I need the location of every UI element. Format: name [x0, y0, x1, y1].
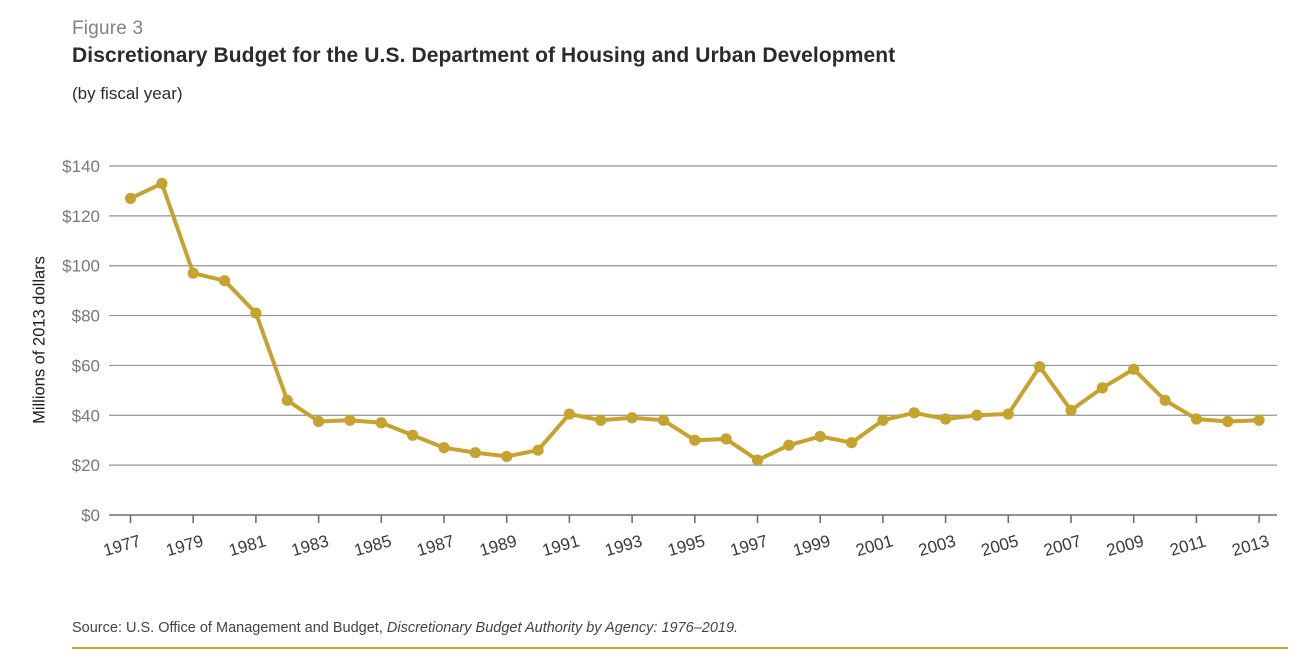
- data-point-2006: [1034, 361, 1046, 373]
- y-tick-label-20: $20: [72, 456, 100, 475]
- data-point-2008: [1096, 382, 1108, 394]
- data-point-1994: [657, 414, 670, 426]
- y-tick-label-120: $120: [62, 207, 100, 226]
- data-point-1981: [250, 307, 262, 319]
- data-point-2013: [1253, 414, 1265, 426]
- data-point-1993: [626, 412, 638, 424]
- data-point-2003: [940, 413, 952, 425]
- data-point-1999: [814, 430, 826, 443]
- data-point-1996: [720, 433, 732, 445]
- x-tick-label-2001: 2001: [854, 531, 896, 560]
- data-point-2005: [1002, 408, 1014, 420]
- data-point-1985: [375, 417, 387, 429]
- data-point-1980: [218, 275, 231, 287]
- data-point-2001: [877, 414, 889, 426]
- data-point-1997: [751, 454, 764, 466]
- data-point-1987: [438, 442, 450, 454]
- bottom-gold-rule: [72, 647, 1288, 649]
- data-point-1982: [281, 394, 293, 406]
- x-tick-label-1983: 1983: [289, 531, 331, 560]
- y-axis-title: Millions of 2013 dollars: [30, 256, 49, 424]
- x-tick-label-2007: 2007: [1042, 531, 1084, 560]
- y-tick-label-40: $40: [72, 406, 100, 425]
- data-point-1983: [313, 415, 325, 428]
- x-tick-label-1979: 1979: [164, 531, 206, 560]
- x-tick-label-1997: 1997: [728, 531, 770, 560]
- x-tick-label-2003: 2003: [916, 531, 958, 560]
- data-point-2004: [971, 409, 983, 421]
- y-tick-label-80: $80: [72, 307, 100, 326]
- data-point-1995: [689, 434, 701, 446]
- x-tick-label-1985: 1985: [352, 531, 394, 560]
- data-point-2011: [1190, 413, 1202, 425]
- data-point-2007: [1065, 404, 1077, 416]
- data-point-1986: [407, 429, 419, 441]
- x-tick-label-1999: 1999: [791, 531, 833, 560]
- data-point-1979: [187, 267, 199, 279]
- figure-subtitle: (by fiscal year): [72, 84, 183, 103]
- data-point-1998: [783, 439, 795, 451]
- y-tick-label-0: $0: [81, 506, 100, 525]
- source-note-prefix: Source: U.S. Office of Management and Bu…: [72, 620, 387, 636]
- y-tick-label-100: $100: [62, 257, 100, 276]
- x-tick-label-1991: 1991: [540, 531, 582, 560]
- figure-number-label: Figure 3: [72, 18, 144, 39]
- data-line: [128, 181, 1262, 463]
- data-point-1992: [595, 414, 607, 426]
- x-tick-label-2011: 2011: [1168, 532, 1208, 560]
- x-tick-label-1995: 1995: [665, 531, 707, 560]
- x-tick-label-2009: 2009: [1104, 531, 1146, 560]
- data-point-1990: [532, 444, 544, 456]
- data-point-2012: [1222, 415, 1234, 428]
- y-tick-label-60: $60: [72, 356, 100, 375]
- x-tick-label-1989: 1989: [477, 531, 519, 560]
- x-tick-label-1981: 1981: [227, 531, 269, 560]
- data-point-1991: [563, 408, 576, 420]
- data-point-1978: [156, 177, 168, 190]
- data-point-1989: [501, 450, 513, 463]
- data-point-1988: [469, 447, 481, 459]
- data-point-2000: [845, 437, 858, 449]
- source-note-citation: Discretionary Budget Authority by Agency…: [386, 620, 739, 636]
- x-tick-label-2005: 2005: [979, 531, 1021, 560]
- y-tick-label-140: $140: [62, 157, 100, 176]
- x-tick-label-1977: 1977: [101, 531, 143, 560]
- data-point-2009: [1128, 363, 1140, 375]
- data-point-1984: [344, 414, 356, 426]
- figure-title: Discretionary Budget for the U.S. Depart…: [72, 44, 896, 67]
- source-note: Source: U.S. Office of Management and Bu…: [72, 620, 738, 636]
- x-tick-label-1987: 1987: [415, 531, 457, 560]
- data-point-1977: [124, 192, 137, 205]
- data-point-2010: [1159, 394, 1171, 406]
- x-tick-label-2013: 2013: [1230, 531, 1272, 560]
- data-point-2002: [908, 407, 920, 419]
- x-tick-label-1993: 1993: [603, 531, 645, 560]
